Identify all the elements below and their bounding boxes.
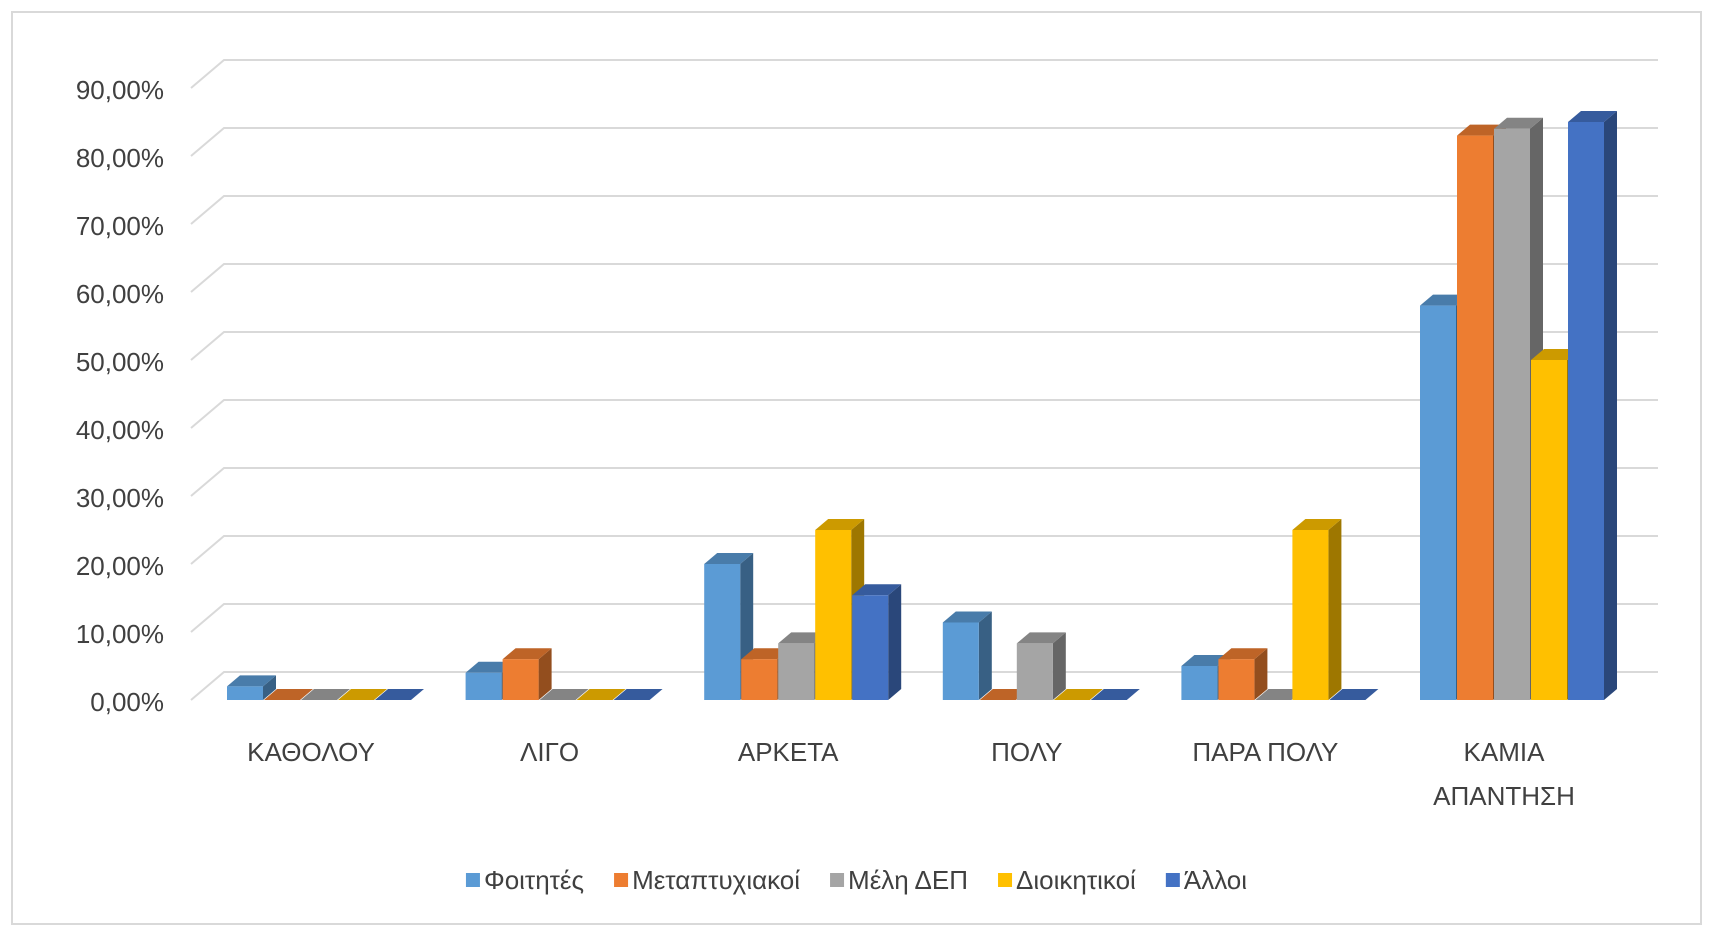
bar-top (1457, 124, 1506, 136)
grid-line (190, 59, 1658, 89)
y-tick-label: 10,00% (76, 619, 164, 649)
legend-swatch (1165, 873, 1180, 887)
y-tick-label: 30,00% (76, 483, 164, 513)
legend-swatch (614, 873, 629, 887)
bar-top (1255, 689, 1305, 700)
y-tick-label: 0,00% (90, 687, 164, 717)
bar-side (1604, 111, 1617, 700)
bar-top (1420, 294, 1469, 306)
bar (704, 564, 741, 700)
bar-top (1531, 349, 1580, 360)
grid-line (190, 535, 1658, 565)
bar-side (538, 648, 552, 700)
x-tick-label: ΠΑΡΑ ΠΟΛΥ (1192, 737, 1338, 767)
bar-top (502, 648, 552, 660)
legend-swatch (830, 873, 845, 887)
x-tick-label: ΛΙΓΟ (520, 737, 579, 767)
bar-side (978, 611, 992, 700)
bar-top (1568, 111, 1617, 122)
bar-top (741, 648, 791, 660)
grid-line (190, 331, 1658, 361)
bar-top (1016, 632, 1066, 644)
legend-label: Διοικητικοί (1016, 865, 1136, 895)
legend-label: Μέλη ΔΕΠ (848, 865, 968, 895)
legend-label: Μεταπτυχιακοί (632, 865, 800, 895)
y-tick-label: 70,00% (76, 211, 164, 241)
bar-top (852, 584, 902, 596)
bar-top (465, 661, 515, 673)
bar-top (338, 689, 387, 700)
grid-line (190, 127, 1658, 157)
bar (815, 530, 852, 700)
legend-label: Άλλοι (1184, 865, 1247, 895)
bar (502, 659, 539, 700)
legend-label: Φοιτητές (484, 865, 584, 895)
bar-top (942, 611, 992, 623)
bar-top (1053, 689, 1103, 700)
y-tick-label: 60,00% (76, 279, 164, 309)
bar-side (888, 584, 902, 700)
legend-swatch (998, 873, 1013, 887)
bar-top (227, 675, 276, 687)
x-tick-label: ΚΑΘΟΛΟΥ (247, 737, 375, 767)
bar-top (1292, 519, 1342, 530)
bar (1568, 122, 1604, 700)
bar (942, 622, 979, 700)
bar-top (576, 689, 626, 700)
bar (1494, 128, 1530, 701)
bar-side (1052, 632, 1066, 700)
legend-swatch (465, 873, 480, 887)
y-tick-label: 50,00% (76, 347, 164, 377)
grid-line (190, 263, 1658, 293)
legend: Φοιτητές Μεταπτυχιακοί Μέλη ΔΕΠ Διοικητικοί… (465, 865, 1247, 895)
x-tick-label: ΚΑΜΙΑ ΑΠΑΝΤΗΣΗ (1433, 737, 1575, 811)
grid-line (190, 603, 1658, 633)
bar-top (1218, 648, 1268, 660)
grid-line (190, 467, 1658, 497)
bar-top (539, 689, 589, 700)
bar-top (704, 553, 754, 564)
bar-side (1254, 648, 1268, 700)
grid-line (190, 195, 1658, 225)
bar-side (1328, 519, 1342, 700)
bar-top (613, 689, 663, 700)
bar-top (1494, 117, 1543, 129)
bar (1181, 666, 1218, 700)
bar-top (1329, 689, 1379, 700)
x-tick-label: ΠΟΛΥ (991, 737, 1062, 767)
y-tick-label: 80,00% (76, 143, 164, 173)
bar (741, 659, 778, 700)
bar (227, 686, 263, 700)
bar (778, 643, 815, 700)
y-tick-label: 90,00% (76, 75, 164, 105)
bar (852, 595, 889, 700)
bar-top (375, 689, 424, 700)
y-tick-label: 40,00% (76, 415, 164, 445)
grid-line (190, 671, 1658, 701)
bar-side (263, 675, 276, 700)
bar-top (1090, 689, 1140, 700)
bar-top (1181, 655, 1231, 666)
bar-top (778, 632, 828, 644)
bar (1016, 643, 1053, 700)
x-tick-label: ΑΡΚΕΤΑ (738, 737, 839, 767)
bar (1457, 135, 1493, 701)
y-tick-label: 20,00% (76, 551, 164, 581)
bar (1292, 530, 1329, 700)
bar-top (979, 689, 1029, 700)
bar-top (301, 689, 350, 700)
bar (1531, 360, 1567, 700)
bar (1218, 659, 1255, 700)
bar-top (264, 689, 313, 700)
bar-top (815, 519, 865, 530)
grid-line (190, 399, 1658, 429)
bar (465, 672, 502, 700)
bar (1420, 305, 1456, 700)
